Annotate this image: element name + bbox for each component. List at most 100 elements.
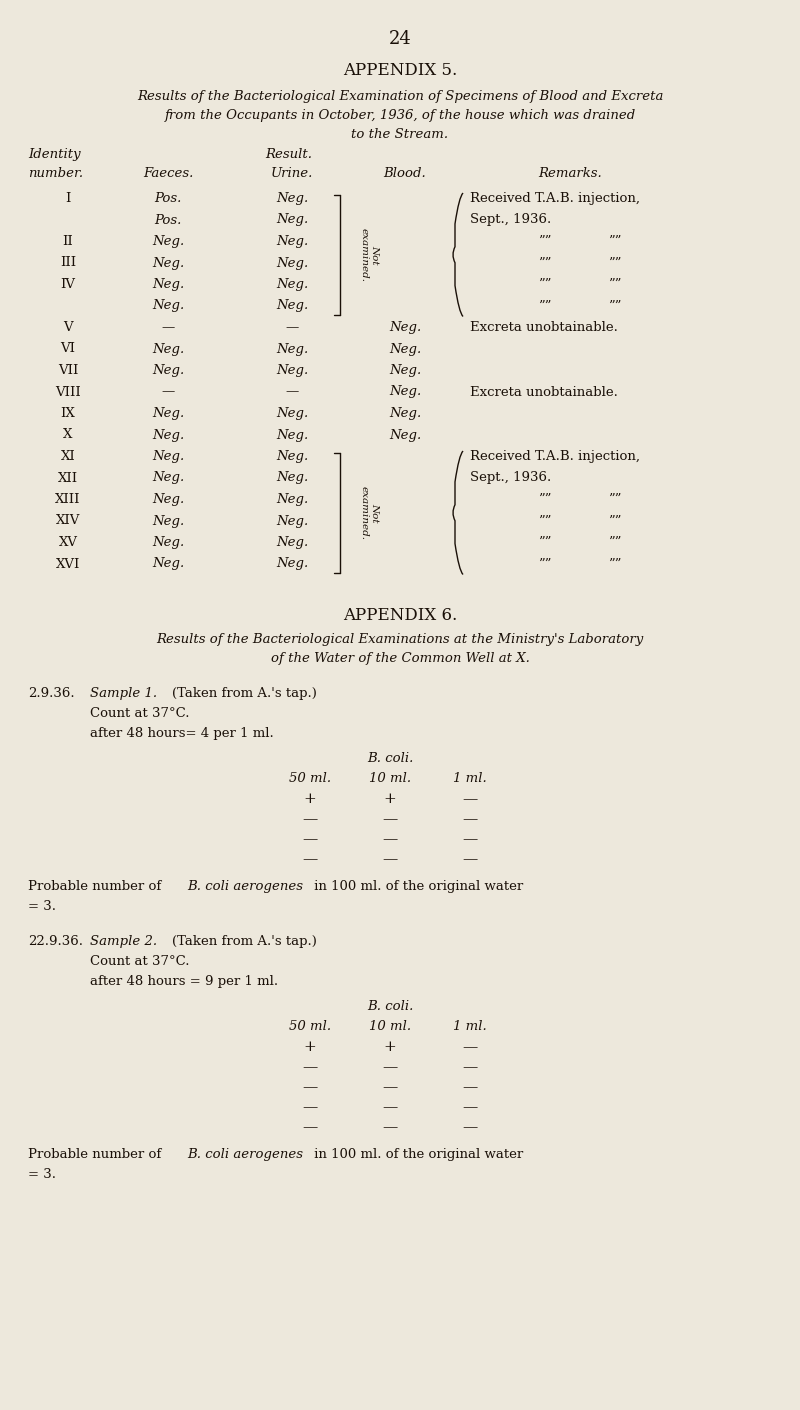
Text: Results of the Bacteriological Examination of Specimens of Blood and Excreta: Results of the Bacteriological Examinati…: [137, 90, 663, 103]
Text: Neg.: Neg.: [276, 493, 308, 506]
Text: XII: XII: [58, 471, 78, 485]
Text: Result.: Result.: [265, 148, 312, 161]
Text: —: —: [382, 832, 398, 846]
Text: Neg.: Neg.: [152, 536, 184, 548]
Text: 1 ml.: 1 ml.: [453, 773, 487, 785]
Text: Sept., 1936.: Sept., 1936.: [470, 471, 551, 485]
Text: —: —: [462, 792, 478, 807]
Text: —: —: [462, 852, 478, 866]
Text: —: —: [462, 832, 478, 846]
Text: —: —: [302, 812, 318, 826]
Text: —: —: [302, 1080, 318, 1094]
Text: ””: ””: [538, 557, 552, 571]
Text: +: +: [384, 1041, 396, 1055]
Text: Received T.A.B. injection,: Received T.A.B. injection,: [470, 450, 640, 462]
Text: (Taken from A.'s tap.): (Taken from A.'s tap.): [172, 687, 317, 699]
Text: ””: ””: [608, 536, 622, 548]
Text: Excreta unobtainable.: Excreta unobtainable.: [470, 385, 618, 399]
Text: Blood.: Blood.: [384, 166, 426, 180]
Text: —: —: [302, 1120, 318, 1134]
Text: Neg.: Neg.: [276, 450, 308, 462]
Text: Neg.: Neg.: [152, 429, 184, 441]
Text: Results of the Bacteriological Examinations at the Ministry's Laboratory: Results of the Bacteriological Examinati…: [156, 633, 644, 646]
Text: Neg.: Neg.: [389, 385, 421, 399]
Text: 24: 24: [389, 30, 411, 48]
Text: Neg.: Neg.: [276, 278, 308, 290]
Text: Neg.: Neg.: [276, 515, 308, 527]
Text: 10 ml.: 10 ml.: [369, 773, 411, 785]
Text: B. coli aerogenes: B. coli aerogenes: [187, 1148, 303, 1160]
Text: in 100 ml. of the original water: in 100 ml. of the original water: [310, 1148, 523, 1160]
Text: from the Occupants in October, 1936, of the house which was drained: from the Occupants in October, 1936, of …: [164, 109, 636, 123]
Text: Neg.: Neg.: [276, 407, 308, 420]
Text: to the Stream.: to the Stream.: [351, 128, 449, 141]
Text: 10 ml.: 10 ml.: [369, 1019, 411, 1034]
Text: Excreta unobtainable.: Excreta unobtainable.: [470, 321, 618, 334]
Text: Urine.: Urine.: [271, 166, 313, 180]
Text: XVI: XVI: [56, 557, 80, 571]
Text: APPENDIX 5.: APPENDIX 5.: [343, 62, 457, 79]
Text: Neg.: Neg.: [276, 299, 308, 313]
Text: Sample 2.: Sample 2.: [90, 935, 157, 948]
Text: Not
examined.: Not examined.: [360, 228, 379, 282]
Text: —: —: [462, 1120, 478, 1134]
Text: II: II: [62, 235, 74, 248]
Text: ””: ””: [608, 257, 622, 269]
Text: I: I: [66, 192, 70, 204]
Text: Neg.: Neg.: [276, 213, 308, 227]
Text: ””: ””: [538, 278, 552, 290]
Text: Neg.: Neg.: [152, 257, 184, 269]
Text: Neg.: Neg.: [152, 343, 184, 355]
Text: B. coli aerogenes: B. coli aerogenes: [187, 880, 303, 893]
Text: of the Water of the Common Well at X.: of the Water of the Common Well at X.: [270, 651, 530, 666]
Text: Faeces.: Faeces.: [143, 166, 193, 180]
Text: Identity: Identity: [28, 148, 81, 161]
Text: Count at 37°C.: Count at 37°C.: [90, 955, 190, 969]
Text: Not
examined.: Not examined.: [360, 486, 379, 540]
Text: Neg.: Neg.: [152, 299, 184, 313]
Text: 1 ml.: 1 ml.: [453, 1019, 487, 1034]
Text: —: —: [462, 812, 478, 826]
Text: after 48 hours = 9 per 1 ml.: after 48 hours = 9 per 1 ml.: [90, 974, 278, 988]
Text: Neg.: Neg.: [152, 471, 184, 485]
Text: IX: IX: [61, 407, 75, 420]
Text: Neg.: Neg.: [276, 536, 308, 548]
Text: VI: VI: [61, 343, 75, 355]
Text: Neg.: Neg.: [389, 407, 421, 420]
Text: XIV: XIV: [56, 515, 80, 527]
Text: Pos.: Pos.: [154, 192, 182, 204]
Text: Sample 1.: Sample 1.: [90, 687, 157, 699]
Text: —: —: [462, 1080, 478, 1094]
Text: ””: ””: [608, 299, 622, 313]
Text: Neg.: Neg.: [276, 235, 308, 248]
Text: —: —: [302, 1100, 318, 1114]
Text: +: +: [304, 792, 316, 807]
Text: ””: ””: [608, 235, 622, 248]
Text: Neg.: Neg.: [152, 515, 184, 527]
Text: Neg.: Neg.: [276, 557, 308, 571]
Text: —: —: [162, 385, 174, 399]
Text: —: —: [286, 385, 298, 399]
Text: +: +: [304, 1041, 316, 1055]
Text: —: —: [382, 1100, 398, 1114]
Text: XV: XV: [58, 536, 78, 548]
Text: Neg.: Neg.: [276, 471, 308, 485]
Text: —: —: [286, 321, 298, 334]
Text: Neg.: Neg.: [152, 407, 184, 420]
Text: Neg.: Neg.: [152, 493, 184, 506]
Text: ””: ””: [538, 257, 552, 269]
Text: Pos.: Pos.: [154, 213, 182, 227]
Text: 50 ml.: 50 ml.: [289, 1019, 331, 1034]
Text: ””: ””: [538, 536, 552, 548]
Text: Probable number of: Probable number of: [28, 880, 166, 893]
Text: = 3.: = 3.: [28, 900, 56, 914]
Text: B. coli.: B. coli.: [367, 752, 413, 766]
Text: —: —: [382, 1120, 398, 1134]
Text: —: —: [382, 852, 398, 866]
Text: ””: ””: [608, 278, 622, 290]
Text: Sept., 1936.: Sept., 1936.: [470, 213, 551, 227]
Text: Received T.A.B. injection,: Received T.A.B. injection,: [470, 192, 640, 204]
Text: 22.9.36.: 22.9.36.: [28, 935, 83, 948]
Text: —: —: [302, 852, 318, 866]
Text: Neg.: Neg.: [276, 257, 308, 269]
